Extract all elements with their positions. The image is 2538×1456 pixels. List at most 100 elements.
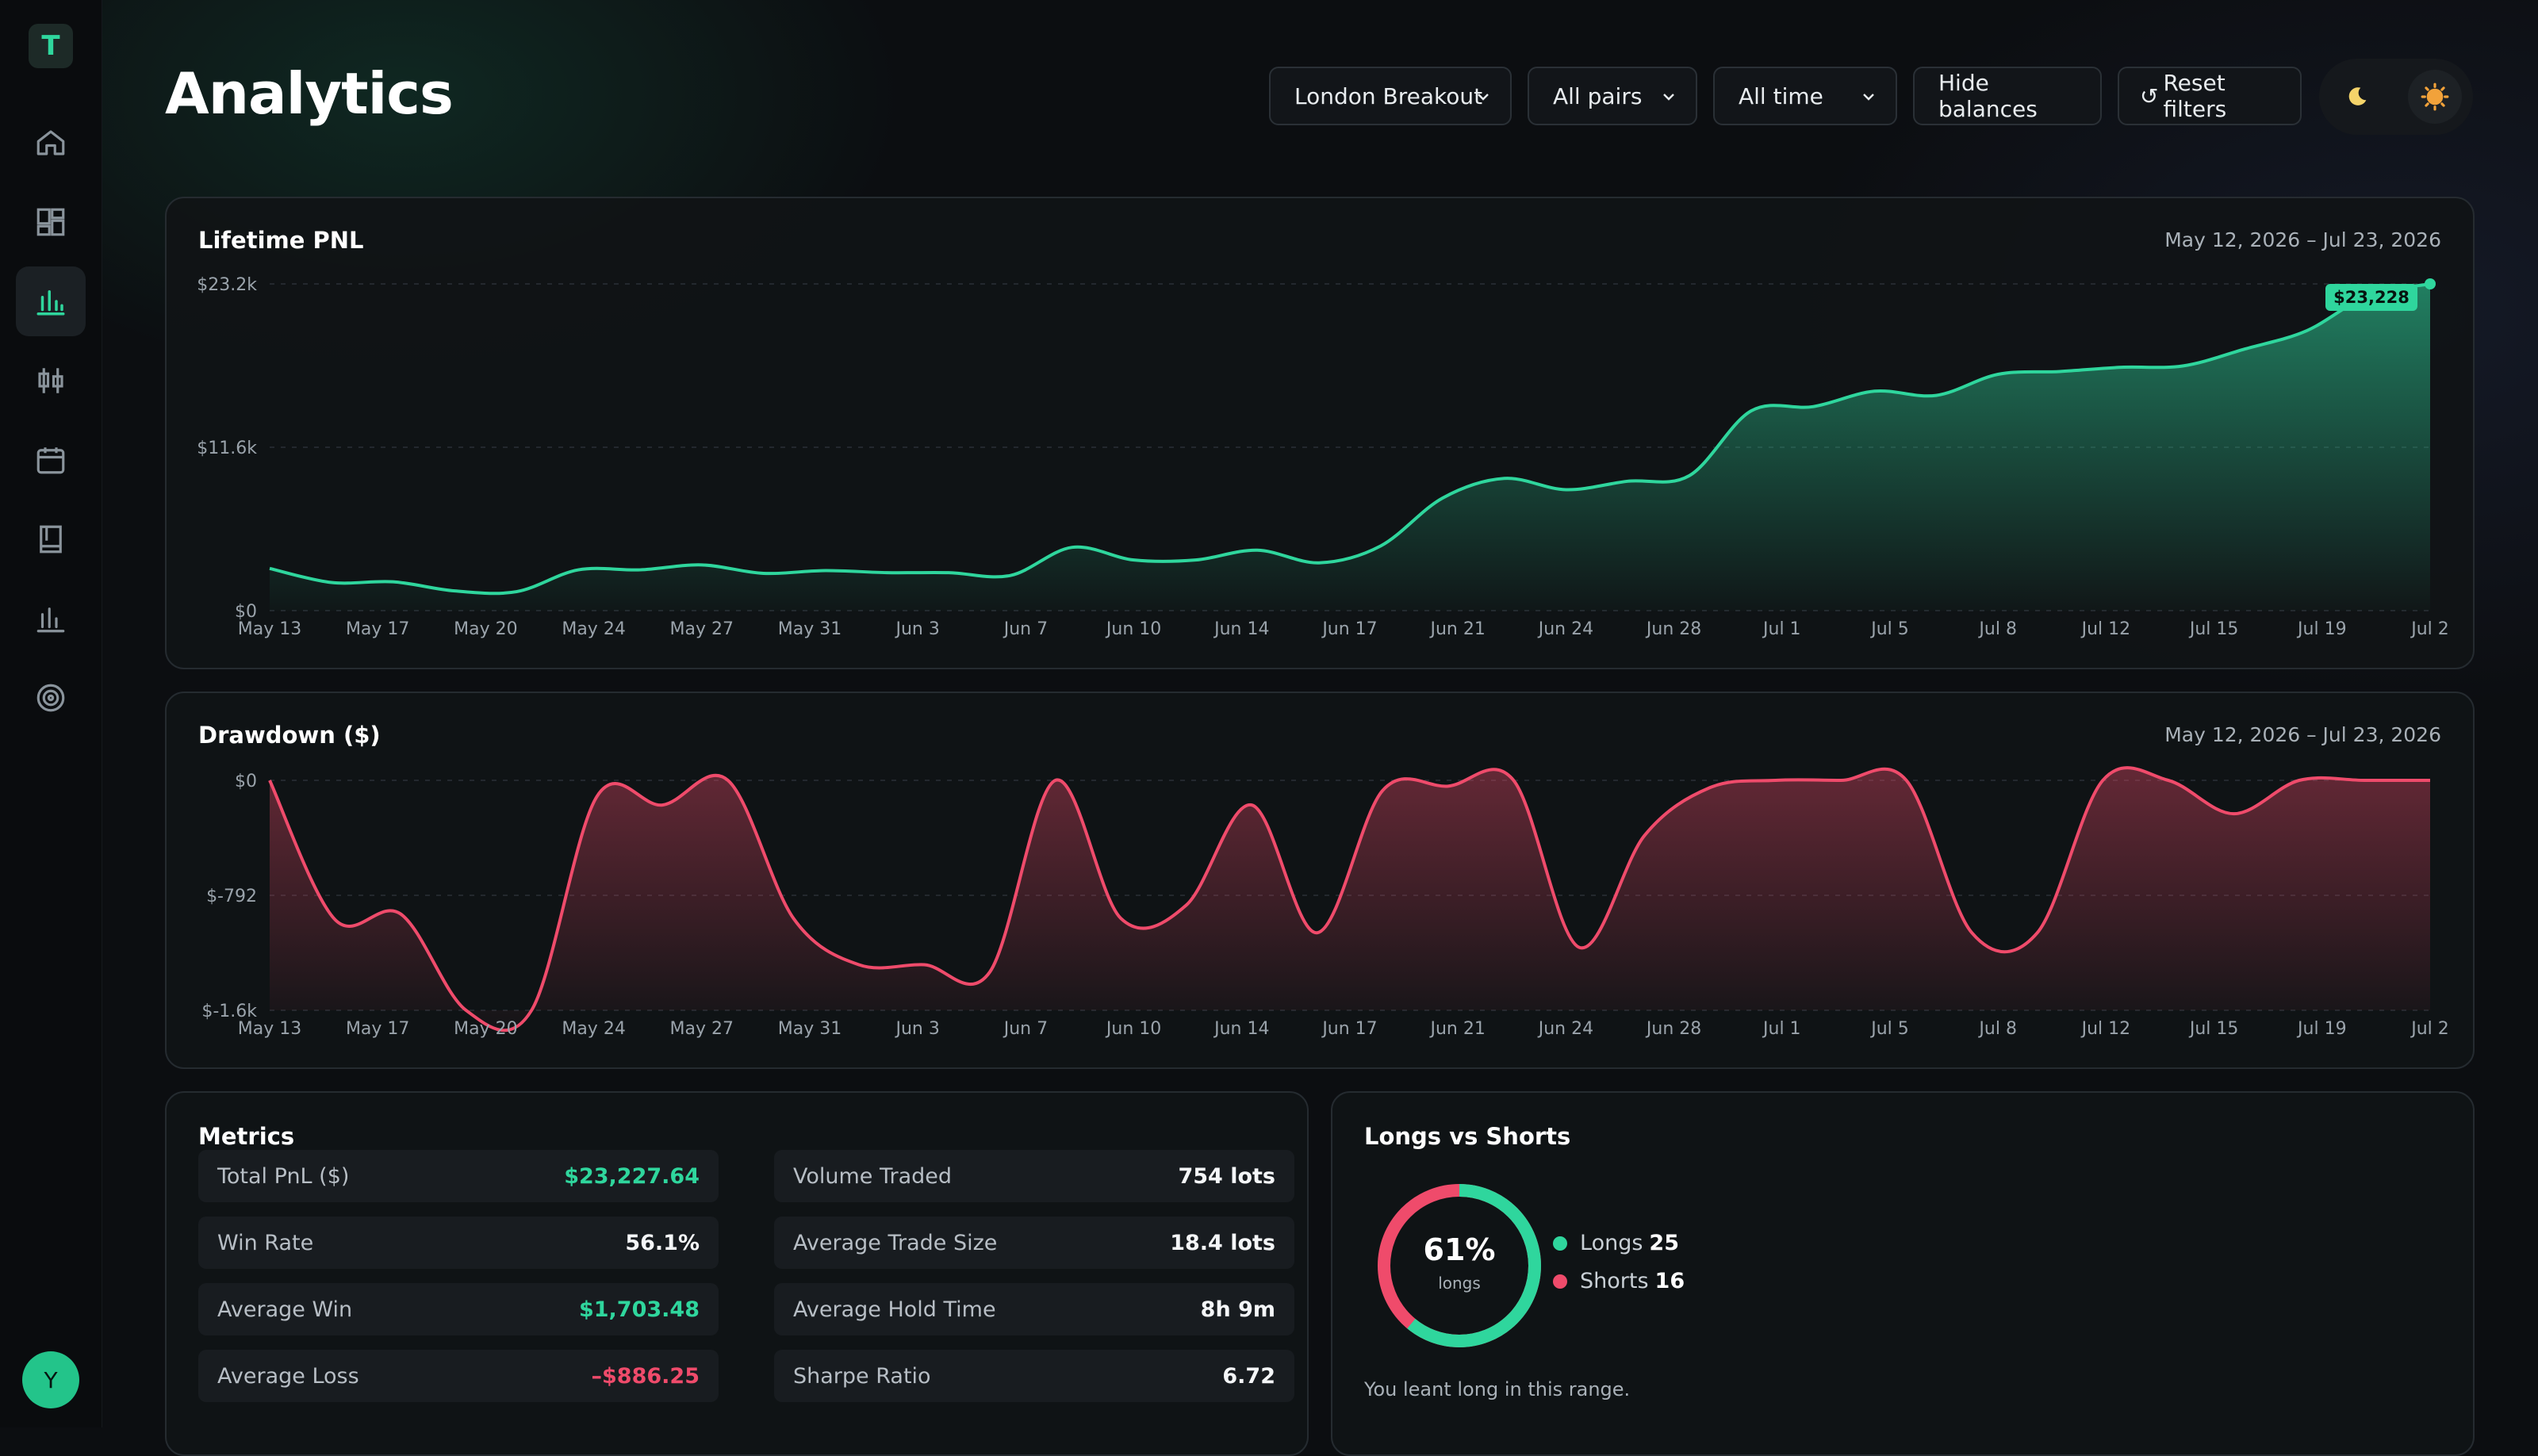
metric-value: 754 lots [1178, 1163, 1275, 1189]
notebook-icon [40, 525, 62, 554]
x-tick-label: Jun 10 [1105, 619, 1161, 639]
bar-chart-icon [36, 290, 65, 316]
metric-row: Win Rate 56.1% [198, 1217, 719, 1269]
pairs-select-value: All pairs [1553, 82, 1643, 109]
metric-value: 8h 9m [1200, 1297, 1275, 1322]
metrics-title: Metrics [198, 1123, 295, 1150]
longs-shorts-donut [1378, 1184, 1541, 1347]
drawdown-card: Drawdown ($) May 12, 2026 – Jul 23, 2026… [165, 692, 2475, 1069]
sidebar-item-dashboard[interactable] [16, 187, 86, 257]
bar-chart-icon [36, 607, 65, 633]
strategy-select[interactable]: London Breakout [1269, 67, 1512, 125]
home-icon [36, 130, 65, 155]
x-tick-label: Jun 3 [895, 619, 940, 639]
sidebar-item-analytics[interactable] [16, 266, 86, 336]
sidebar-item-reports[interactable] [16, 584, 86, 653]
x-tick-label: May 24 [562, 619, 625, 639]
x-tick-label: Jun 14 [1213, 619, 1269, 639]
longs-count: 25 [1649, 1231, 1679, 1255]
metric-label: Average Loss [217, 1363, 359, 1389]
target-icon [36, 684, 65, 712]
dashboard-icon [36, 208, 65, 236]
metric-value: 6.72 [1222, 1363, 1275, 1389]
y-tick-label: $0 [235, 772, 257, 791]
metric-row: Total PnL ($) $23,227.64 [198, 1150, 719, 1202]
x-tick-label: Jun 7 [1003, 619, 1048, 639]
x-tick-label: May 31 [778, 1019, 842, 1039]
hide-balances-label: Hide balances [1938, 70, 2038, 122]
app-logo[interactable]: T [29, 24, 73, 68]
drawdown-range: May 12, 2026 – Jul 23, 2026 [2164, 723, 2441, 746]
sidebar-item-trades[interactable] [16, 346, 86, 416]
metric-value: $23,227.64 [564, 1163, 700, 1189]
series-line [269, 282, 2431, 596]
reset-filters-label: Reset filters [2163, 70, 2227, 122]
light-theme-button[interactable] [2408, 70, 2462, 124]
end-value-badge [2325, 284, 2417, 311]
x-tick-label: Jul 2 [2410, 1019, 2449, 1039]
x-tick-label: Jul 5 [1869, 1019, 1909, 1039]
x-tick-label: Jun 10 [1105, 1019, 1161, 1039]
x-tick-label: Jul 12 [2080, 619, 2131, 639]
x-tick-label: Jul 8 [1977, 619, 2017, 639]
donut-label: longs [1438, 1274, 1481, 1293]
longs-shorts-card: Longs vs Shorts [1331, 1091, 2475, 1456]
metric-row: Volume Traded 754 lots [774, 1150, 1294, 1202]
x-tick-label: Jun 21 [1429, 1019, 1486, 1039]
metric-row: Average Hold Time 8h 9m [774, 1283, 1294, 1335]
longs-dot [1553, 1236, 1567, 1251]
x-tick-label: May 31 [778, 619, 842, 639]
legend-shorts: Shorts 16 [1553, 1269, 1685, 1293]
y-tick-label: $-1.6k [201, 1002, 257, 1021]
x-tick-label: Jul 1 [1762, 619, 1801, 639]
x-tick-label: May 17 [346, 619, 409, 639]
x-tick-label: Jul 15 [2188, 1019, 2239, 1039]
page-title: Analytics [165, 60, 454, 127]
y-tick-label: $11.6k [197, 439, 257, 458]
x-tick-label: Jun 21 [1429, 619, 1486, 639]
x-tick-label: May 20 [454, 619, 517, 639]
x-tick-label: May 27 [670, 1019, 734, 1039]
sidebar-item-home[interactable] [16, 108, 86, 178]
chevron-down-icon [1478, 94, 1489, 101]
metric-label: Average Hold Time [793, 1297, 996, 1322]
x-tick-label: Jul 12 [2080, 1019, 2131, 1039]
series-line [268, 766, 2430, 1033]
moon-icon [2348, 87, 2367, 105]
metrics-card: Metrics Total PnL ($) $23,227.64 Win Rate 5… [165, 1091, 1309, 1456]
sidebar-item-journal[interactable] [16, 504, 86, 574]
metric-value: 18.4 lots [1170, 1230, 1275, 1255]
legend-longs: Longs 25 [1553, 1231, 1679, 1255]
x-tick-label: Jul 19 [2296, 1019, 2347, 1039]
metric-label: Average Win [217, 1297, 353, 1322]
longs-label: Longs [1580, 1231, 1643, 1255]
user-avatar[interactable]: Y [22, 1351, 79, 1408]
sidebar-item-calendar[interactable] [16, 425, 86, 495]
candlestick-icon [38, 368, 63, 393]
metric-row: Average Loss –$886.25 [198, 1350, 719, 1402]
sidebar-item-goals[interactable] [16, 663, 86, 733]
dark-theme-button[interactable] [2330, 70, 2384, 124]
hide-balances-button[interactable]: Hide balances [1913, 67, 2102, 125]
reset-filters-button[interactable]: ↺ Reset filters [2118, 67, 2302, 125]
metric-value: 56.1% [625, 1230, 700, 1255]
chevron-down-icon [1663, 94, 1674, 101]
period-select[interactable]: All time [1713, 67, 1897, 125]
metric-label: Sharpe Ratio [793, 1363, 931, 1389]
pairs-select[interactable]: All pairs [1528, 67, 1697, 125]
longs-shorts-note: You leant long in this range. [1364, 1378, 1631, 1400]
metric-label: Average Trade Size [793, 1230, 998, 1255]
longs-arc [1378, 1184, 1541, 1347]
period-select-value: All time [1739, 82, 1823, 109]
metric-row: Sharpe Ratio 6.72 [774, 1350, 1294, 1402]
sun-icon [2421, 82, 2449, 111]
reset-icon: ↺ [2140, 82, 2159, 109]
metric-label: Win Rate [217, 1230, 314, 1255]
donut-percentage: 61% [1423, 1232, 1496, 1267]
end-point [2425, 278, 2436, 289]
x-tick-label: May 17 [346, 1019, 409, 1039]
theme-toggle [2319, 59, 2473, 135]
lifetime-pnl-card: Lifetime PNL May 12, 2026 – Jul 23, 2026… [165, 197, 2475, 669]
